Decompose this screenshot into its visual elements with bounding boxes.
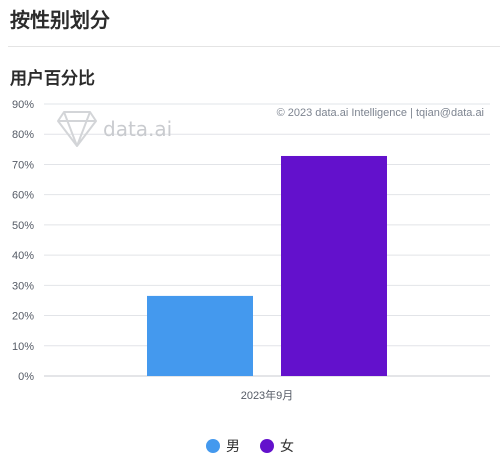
y-tick-label: 40% [12,250,34,262]
y-tick-label: 60% [12,190,34,202]
x-tick-label: 2023年9月 [241,388,294,402]
bar-female[interactable] [281,155,387,376]
legend-item-male[interactable]: 男 [206,436,240,456]
y-tick-label: 50% [12,220,34,232]
y-tick-label: 30% [12,280,34,292]
legend: 男女 [0,436,500,456]
watermark-logo: data.ai [57,111,172,147]
chart-title: 用户百分比 [10,69,95,89]
y-tick-label: 10% [12,341,34,353]
y-axis: 0% 10% 20% 30% 40% 50% 60% 70% 80% 90% [12,99,34,383]
x-axis: 2023年9月 [241,388,294,402]
legend-label: 女 [280,439,294,455]
y-tick-label: 20% [12,311,34,323]
watermark-text: data.ai [103,117,172,141]
bar-male[interactable] [147,295,253,376]
y-tick-label: 90% [12,99,34,111]
credit-text: © 2023 data.ai Intelligence | tqian@data… [277,107,484,119]
y-tick-label: 0% [18,371,34,383]
bar-chart: 0% 10% 20% 30% 40% 50% 60% 70% 80% 90% data.ai © … [12,99,490,402]
y-tick-label: 70% [12,159,34,171]
legend-item-female[interactable]: 女 [260,436,294,456]
grid-lines [44,103,490,377]
page-title: 按性别划分 [10,8,110,32]
legend-dot-icon [260,439,274,453]
legend-dot-icon [206,439,220,453]
diamond-logo-icon [57,111,97,147]
legend-label: 男 [226,439,240,455]
divider [8,46,500,47]
y-tick-label: 80% [12,129,34,141]
bars [147,155,387,376]
